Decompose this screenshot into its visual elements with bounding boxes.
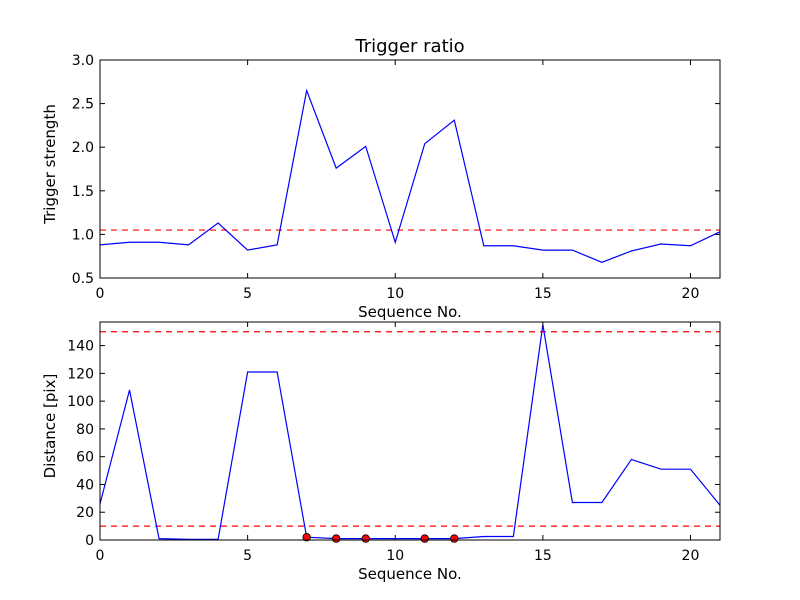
y-tick-label: 120 [67,366,94,382]
y-tick-label: 0 [85,533,94,549]
x-tick-label: 5 [243,548,252,564]
subplot-1: 0 5 10 15 20 0.5 1.0 1.5 2.0 2.5 3.0 Sequence No. Tr… [41,36,721,321]
y-tick-label: 100 [67,394,94,410]
y-tick-label: 3.0 [72,53,94,69]
x-tick-label: 15 [534,286,552,302]
y-tick-label: 1.5 [72,184,94,200]
x-tick-label: 20 [682,548,700,564]
x-tick-label: 20 [682,286,700,302]
data-marker [420,534,429,543]
x-axis-label: Sequence No. [358,565,462,583]
x-tick-label: 5 [243,286,252,302]
y-tick-label: 60 [76,450,94,466]
data-marker [450,534,459,543]
axes-frame [99,59,721,279]
y-tick-label: 2.5 [72,97,94,113]
x-tick-label: 0 [96,286,105,302]
x-tick-label: 0 [96,548,105,564]
y-tick-label: 0.5 [72,271,94,287]
y-tick-label: 140 [67,339,94,355]
y-tick-label: 80 [76,422,94,438]
y-axis-label: Distance [pix] [41,374,59,479]
x-tick-label: 10 [386,548,404,564]
data-marker [302,533,311,542]
axes-frame [99,321,721,541]
subplot-2: 0 5 10 15 20 0 20 40 60 80 100 120 140 Sequence No. Di… [41,321,721,583]
x-tick-label: 10 [386,286,404,302]
chart-title: Trigger ratio [354,36,464,57]
data-marker [331,534,341,543]
y-axis-label: Trigger strength [41,104,59,225]
series-line [99,88,721,263]
x-tick-label: 15 [534,548,552,564]
x-axis-label: Sequence No. [358,303,462,321]
y-tick-label: 40 [76,477,94,493]
y-tick-label: 2.0 [72,140,94,156]
y-tick-label: 20 [76,505,94,521]
data-marker [361,534,370,543]
y-tick-label: 1.0 [72,227,94,243]
series-line [99,324,721,540]
